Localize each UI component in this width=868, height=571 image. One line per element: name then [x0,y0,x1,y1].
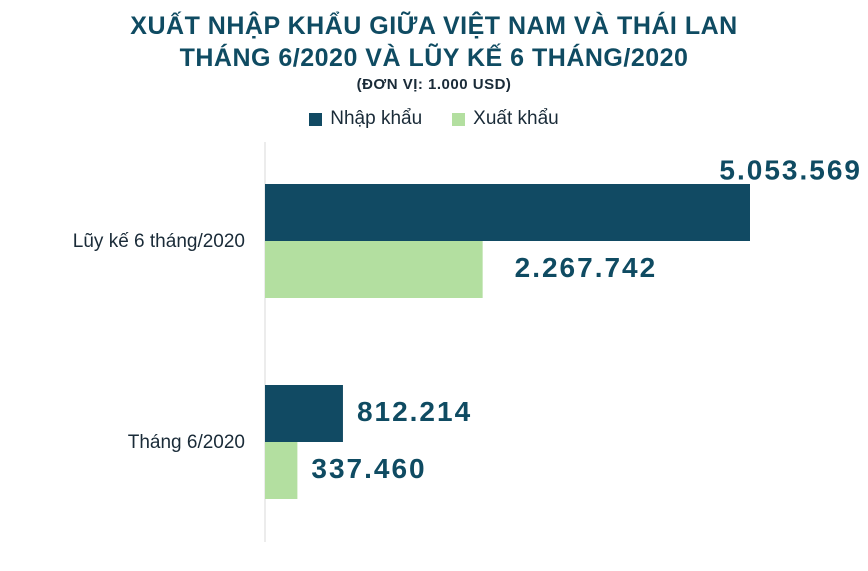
data-label: 812.214 [357,396,472,427]
bar-export [265,442,298,499]
legend-item-export: Xuất khẩu [452,108,559,130]
bar-import [265,385,343,442]
data-label: 2.267.742 [515,252,658,283]
chart-unit-note: (ĐƠN VỊ: 1.000 USD) [356,76,512,93]
data-label: 5.053.569 [719,154,862,185]
data-label: 337.460 [311,453,426,484]
chart-title: XUẤT NHẬP KHẨU GIỮA VIỆT NAM VÀ THÁI LAN [130,12,738,40]
legend-swatch-import [309,112,323,126]
chart-subtitle: THÁNG 6/2020 VÀ LŨY KẾ 6 THÁNG/2020 [179,44,689,72]
bar-import [265,184,750,241]
bar-export [265,241,483,298]
category-label: Tháng 6/2020 [128,432,245,453]
category-label: Lũy kế 6 tháng/2020 [73,231,245,252]
legend-swatch-export [452,112,466,126]
chart-legend: Nhập khẩu Xuất khẩu [0,108,868,130]
legend-item-import: Nhập khẩu [309,108,422,130]
legend-label-import: Nhập khẩu [330,108,423,129]
legend-label-export: Xuất khẩu [473,108,559,129]
